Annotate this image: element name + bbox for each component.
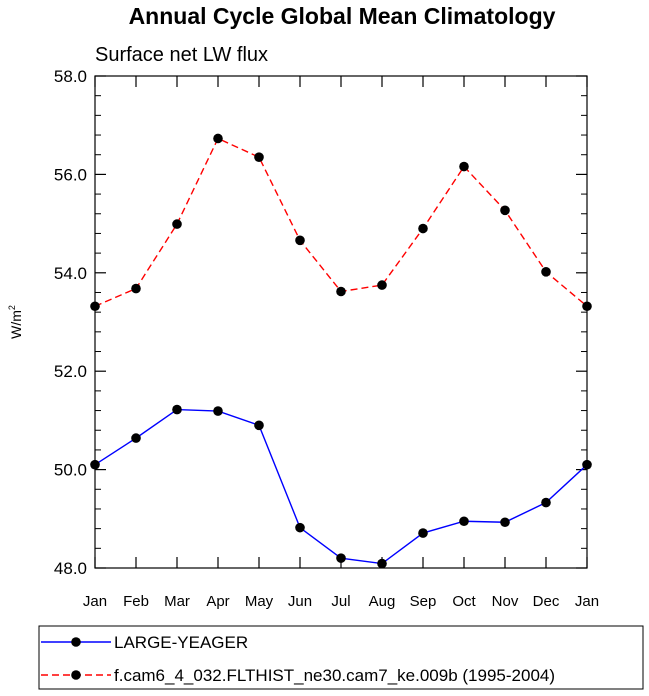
y-tick-label: 54.0 [54,264,87,283]
series-2-point [254,152,264,162]
series-2-point [541,267,551,277]
series-2-point [295,235,305,246]
svg-text:W/m2: W/m2 [7,305,24,339]
series-1-point [500,517,510,528]
y-tick-label: 56.0 [54,165,87,184]
x-tick-label: Jun [288,593,312,610]
series-2-point [90,301,100,312]
x-tick-label: Nov [492,593,519,610]
chart-title: Annual Cycle Global Mean Climatology [129,3,556,29]
x-tick-label: Apr [206,593,229,610]
series-line-1 [94,408,588,565]
x-axis: Jan Feb Mar Apr May Jun Jul Aug Sep Oct Nov Dec Jan [83,76,599,610]
plot-frame [94,75,588,569]
x-tick-label: Dec [533,593,560,610]
series-1-point [336,553,346,563]
x-tick-label: Sep [410,593,437,610]
series-1-point [131,433,141,443]
y-tick-label: 48.0 [54,559,87,578]
series-1-point [582,459,592,470]
series-1-point [459,516,469,527]
legend-marker-1 [71,637,81,647]
series-2-point [582,301,592,312]
y-tick-label: 50.0 [54,461,87,480]
series-2-point [500,205,510,216]
x-tick-label: Mar [164,593,190,610]
chart-subtitle: Surface net LW flux [95,44,268,66]
legend-label-2: f.cam6_4_032.FLTHIST_ne30.cam7_ke.009b (… [114,666,555,685]
series-1-point [295,522,305,533]
y-tick-label: 52.0 [54,362,87,381]
series-1-point [541,497,551,508]
series-1-point [90,459,100,470]
legend: LARGE-YEAGER f.cam6_4_032.FLTHIST_ne30.ca… [41,633,555,685]
y-tick-label: 58.0 [54,67,87,86]
series-2-point [172,219,182,229]
x-tick-label: Aug [369,593,396,610]
legend-label-1: LARGE-YEAGER [114,633,248,652]
y-axis: 48.0 50.0 52.0 54.0 56.0 58.0 [54,67,587,578]
series-1-point [172,404,182,415]
series-1-point [254,420,264,431]
x-tick-label: Feb [123,593,149,610]
x-tick-label: Jan [83,593,107,610]
series-1-point [377,558,387,569]
legend-box [38,625,644,690]
series-2-point [377,280,387,290]
y-axis-label-text: W/m [8,310,24,339]
x-tick-label: Jul [331,593,350,610]
series-layer [90,133,592,569]
series-1-point [418,528,428,538]
series-line-2 [94,137,588,307]
series-2-point [131,283,141,294]
x-tick-label: May [245,593,274,610]
legend-marker-2 [71,670,81,680]
y-axis-label: W/m2 [7,305,24,339]
series-2-point [336,286,346,297]
series-1-point [213,406,223,416]
x-tick-label: Oct [452,593,476,610]
series-2-point [459,161,469,172]
series-2-point [213,133,223,144]
series-2-point [418,223,428,234]
y-axis-label-superscript: 2 [7,305,17,310]
x-tick-label: Jan [575,593,599,610]
